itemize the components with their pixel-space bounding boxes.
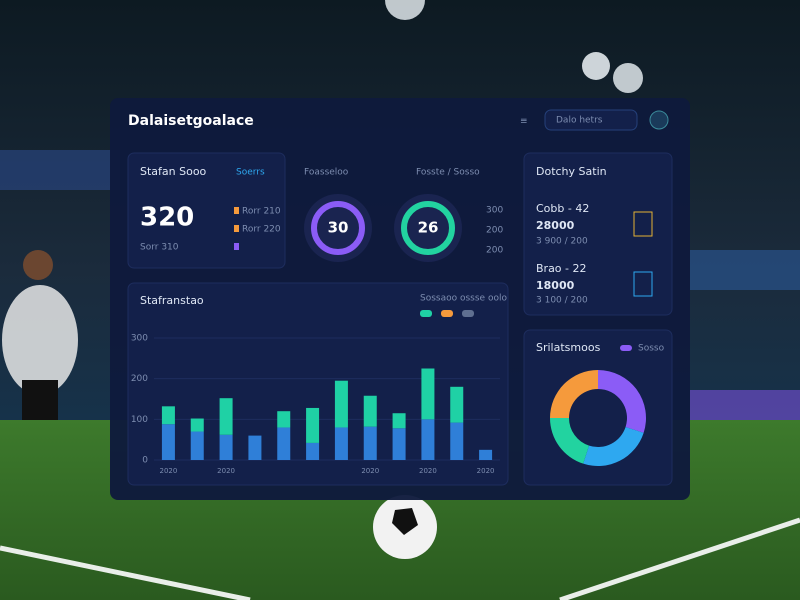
bar-segment <box>421 368 435 420</box>
bar-segment <box>190 418 204 432</box>
bar-segment <box>190 431 204 460</box>
bar-segment <box>161 424 175 460</box>
search-box[interactable] <box>544 109 638 131</box>
pie-slice <box>550 418 590 464</box>
x-tick-label: 2020 <box>419 467 437 475</box>
legend-pill <box>462 310 474 317</box>
item-swatch <box>234 243 239 250</box>
chart-legend: Sosso <box>638 344 665 354</box>
bar-segment <box>277 427 291 460</box>
team-logo <box>633 271 653 297</box>
pie-chart <box>550 370 646 466</box>
item-swatch <box>234 207 239 214</box>
bar-segment <box>219 434 233 460</box>
bar-segment <box>334 380 348 428</box>
bar-segment <box>392 413 406 429</box>
pie-slice <box>598 370 646 433</box>
y-tick-label: 100 <box>131 415 148 425</box>
team-name: Brao - 22 <box>536 262 587 275</box>
ring <box>401 201 455 255</box>
search-text[interactable]: Dalo hetrs <box>556 116 603 126</box>
app-title: Dalaisetgoalace <box>128 113 254 129</box>
teams-title: Dotchy Satin <box>536 165 607 178</box>
ring-value: 30 <box>328 219 349 237</box>
y-tick-label: 200 <box>131 374 148 384</box>
score-tag: Soerrs <box>236 168 265 178</box>
y-tick-label: 300 <box>131 334 148 344</box>
bar-segment <box>363 426 377 460</box>
rings: 30 26 <box>304 194 462 262</box>
team-value: 18000 <box>536 279 575 292</box>
icon[interactable]: ≡ <box>520 117 528 127</box>
team-name: Cobb - 42 <box>536 202 589 215</box>
team-sub: 3 100 / 200 <box>536 296 588 306</box>
team-value: 28000 <box>536 219 575 232</box>
bar-segment <box>277 411 291 428</box>
pie-slice <box>583 426 644 466</box>
bar-segment <box>306 442 320 460</box>
bar-segment <box>363 395 377 427</box>
bar-segment <box>161 406 175 425</box>
bar-segment <box>306 407 320 443</box>
score-item: Rorr 210 <box>242 207 281 217</box>
ring-value: 26 <box>418 219 439 237</box>
legend-pill <box>620 345 632 351</box>
bar-segment <box>421 419 435 460</box>
bar-segment <box>248 435 262 460</box>
teams-card <box>523 152 673 316</box>
team-sub: 3 900 / 200 <box>536 237 588 247</box>
rings-subtitle: Fosste / Sosso <box>416 168 480 178</box>
y-tick-label: 0 <box>142 456 148 466</box>
score-card <box>127 152 286 269</box>
rings-side: 200 <box>486 226 503 236</box>
legend-pill <box>420 310 432 317</box>
bar-chart: 0 100 200 300 2020 2020 2020 2020 2020 <box>131 334 500 475</box>
team-logo <box>633 211 653 237</box>
chart-title: Stafranstao <box>140 294 204 307</box>
x-tick-label: 2020 <box>217 467 235 475</box>
score-sub: Sorr 310 <box>140 243 179 253</box>
avatar[interactable] <box>649 110 669 130</box>
pie-slice <box>550 370 598 418</box>
rings-side: 200 <box>486 246 503 256</box>
bar-segment <box>219 398 233 435</box>
score-title: Stafan Sooo <box>140 165 207 178</box>
chart-legend: Sossaoo ossse oolo <box>420 294 507 304</box>
score-value: 320 <box>140 203 194 233</box>
x-tick-label: 2020 <box>477 467 495 475</box>
bar-segment <box>392 428 406 460</box>
ring <box>311 201 365 255</box>
score-item: Rorr 220 <box>242 225 281 235</box>
rings-title: Foasseloo <box>304 168 349 178</box>
bar-segment <box>479 449 493 460</box>
bar-segment <box>334 427 348 460</box>
bar-segment <box>450 422 464 460</box>
item-swatch <box>234 225 239 232</box>
bar-segment <box>450 386 464 423</box>
chart-title: Srilatsmoos <box>536 341 601 354</box>
x-tick-label: 2020 <box>361 467 379 475</box>
legend-pill <box>441 310 453 317</box>
x-tick-label: 2020 <box>160 467 178 475</box>
rings-side: 300 <box>486 206 503 216</box>
